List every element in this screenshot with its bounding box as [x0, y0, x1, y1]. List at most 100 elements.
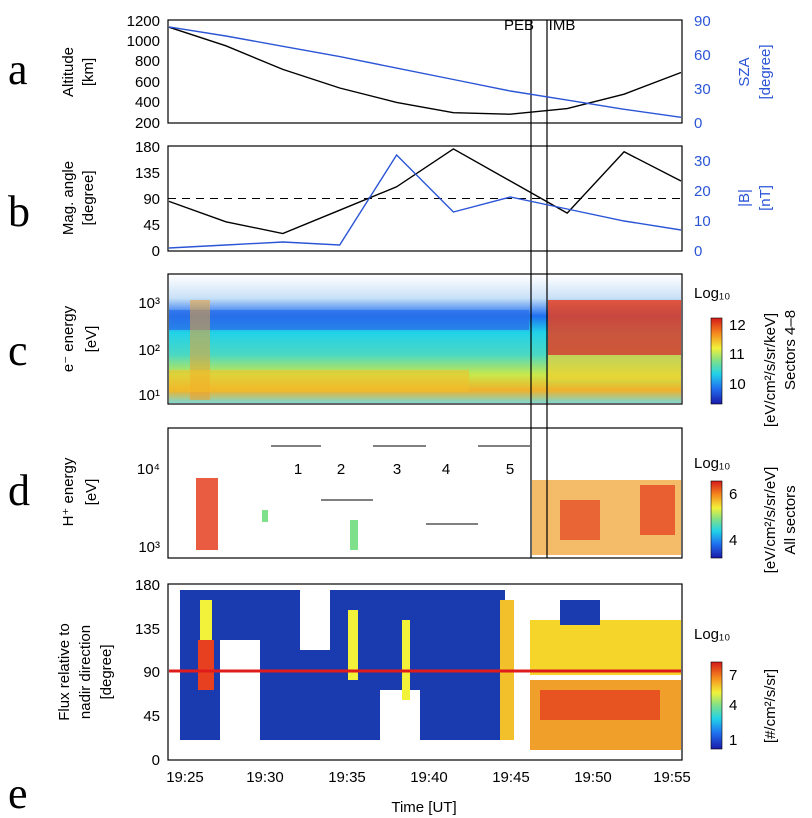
- b-right-tick: 10: [694, 213, 711, 230]
- time-axis-label: Time [UT]: [391, 799, 456, 816]
- panel-e-block-yellow-5: [530, 620, 681, 675]
- c-colorbar-unit: [eV/cm²/s/sr/keV]: [762, 313, 779, 427]
- b-left-tick: 180: [135, 139, 160, 156]
- colorbar-e: [710, 661, 723, 750]
- e-ytick: 180: [135, 577, 160, 594]
- c-ytick: 10²: [138, 342, 160, 359]
- b-ylabel-right-1: |B|: [736, 189, 753, 207]
- c-colorbar-tick: 12: [729, 317, 746, 334]
- c-ytick: 10¹: [138, 387, 160, 404]
- a-ylabel-right-1: SZA: [736, 57, 753, 86]
- a-left-tick: 400: [135, 94, 160, 111]
- panel-b-right-ticks: 30 20 10 0: [694, 153, 711, 260]
- d-ylabel-2: [eV]: [83, 479, 100, 506]
- panel-c-pre-peb: [169, 310, 529, 330]
- colorbars: [710, 317, 723, 750]
- panel-c-spectrogram: [169, 275, 681, 403]
- panel-e-block-yellow-2: [348, 610, 358, 680]
- d-colorbar-unit: [eV/cm²/s/sr/eV]: [762, 467, 779, 574]
- panel-letter-c: c: [8, 326, 28, 375]
- a-right-tick: 0: [694, 115, 702, 132]
- interval-label-1: 1: [294, 461, 302, 478]
- b-left-tick: 135: [135, 165, 160, 182]
- panel-d-patch-3: [560, 500, 600, 540]
- time-ticks: 19:25 19:30 19:35 19:40 19:45 19:50 19:5…: [166, 769, 691, 786]
- panel-c-low-band: [169, 370, 469, 392]
- panel-c-post-imb: [548, 300, 681, 355]
- panel-a-frame: [167, 19, 683, 124]
- d-colorbar-title: Log₁₀: [694, 455, 730, 472]
- time-tick: 19:55: [653, 769, 691, 786]
- d-colorbar-note: All sectors: [782, 485, 799, 554]
- a-ylabel-1: Altitude: [60, 47, 77, 97]
- b-left-tick: 0: [152, 243, 160, 260]
- panel-e-blocks: [169, 590, 681, 750]
- e-ytick: 135: [135, 621, 160, 638]
- panel-e-block-gap-3: [380, 690, 420, 740]
- b-ylabel-1: Mag. angle: [60, 161, 77, 235]
- c-colorbar-tick: 10: [729, 376, 746, 393]
- panel-d-intervals: [271, 445, 530, 525]
- a-right-tick: 60: [694, 47, 711, 64]
- colorbar-d: [710, 480, 723, 559]
- c-ylabel-1: e⁻ energy: [60, 305, 77, 372]
- panel-d-patch-6: [262, 510, 268, 522]
- panel-e-block-yellow-3: [402, 620, 410, 700]
- panel-frames: [167, 19, 683, 761]
- e-colorbar-tick: 7: [729, 667, 737, 684]
- panel-d-patches: [196, 478, 681, 555]
- d-ylabel-1: H⁺ energy: [60, 457, 77, 526]
- a-left-tick: 600: [135, 74, 160, 91]
- d-colorbar-tick: 4: [729, 532, 737, 549]
- panel-b-series-0: [168, 148, 682, 235]
- panel-e-block-red-2: [540, 690, 660, 720]
- a-ylabel-right-2: [degree]: [757, 44, 774, 99]
- time-tick: 19:25: [166, 769, 204, 786]
- panel-d-frame: [167, 427, 683, 559]
- panel-b-left-ticks: 180 135 90 45 0: [135, 139, 160, 260]
- d-colorbar-tick: 6: [729, 486, 737, 503]
- e-ytick: 0: [152, 752, 160, 769]
- b-right-tick: 30: [694, 153, 711, 170]
- peb-label: PEB: [504, 17, 534, 34]
- b-right-tick: 20: [694, 183, 711, 200]
- c-colorbar-note: Sectors 4–8: [782, 310, 799, 390]
- panel-e-block-blue-2: [560, 600, 600, 625]
- d-ytick: 10⁴: [137, 461, 160, 478]
- a-right-tick: 90: [694, 13, 711, 30]
- panel-a-right-ticks: 90 60 30 0: [694, 13, 711, 132]
- a-left-tick: 1000: [127, 33, 160, 50]
- e-colorbar-unit: [#/cm²/s/sr]: [762, 669, 779, 743]
- b-ylabel-right-2: [nT]: [757, 185, 774, 211]
- panel-c-frame: [167, 273, 683, 405]
- panel-e-block-red-1: [198, 640, 214, 690]
- b-ylabel-2: [degree]: [80, 170, 97, 225]
- c-ylabel-2: [eV]: [83, 326, 100, 353]
- c-colorbar-title: Log₁₀: [694, 285, 730, 302]
- time-tick: 19:30: [246, 769, 284, 786]
- panel-d-patch-5: [350, 520, 358, 550]
- a-right-tick: 30: [694, 81, 711, 98]
- panel-e-block-gap-1: [220, 640, 260, 740]
- panel-a-series-0: [168, 26, 682, 115]
- time-tick: 19:45: [492, 769, 530, 786]
- e-colorbar-title: Log₁₀: [694, 626, 730, 643]
- c-colorbar-tick: 11: [729, 346, 745, 363]
- e-ylabel-1: Flux relative to: [56, 623, 73, 721]
- panel-e-block-gap-2: [300, 590, 330, 650]
- c-ytick: 10³: [138, 295, 160, 312]
- panel-letter-d: d: [8, 466, 30, 515]
- a-ylabel-2: [km]: [80, 58, 97, 86]
- e-ylabel-2: nadir direction: [77, 625, 94, 719]
- panel-b-series-1: [168, 153, 682, 249]
- a-left-tick: 200: [135, 115, 160, 132]
- e-ytick: 90: [143, 664, 160, 681]
- panel-d-patch-1: [196, 478, 218, 550]
- e-ylabel-3: [degree]: [98, 644, 115, 699]
- b-left-tick: 90: [143, 191, 160, 208]
- time-tick: 19:50: [574, 769, 612, 786]
- e-colorbar-tick: 4: [729, 697, 737, 714]
- b-left-tick: 45: [143, 217, 160, 234]
- panel-letter-e: e: [8, 769, 28, 818]
